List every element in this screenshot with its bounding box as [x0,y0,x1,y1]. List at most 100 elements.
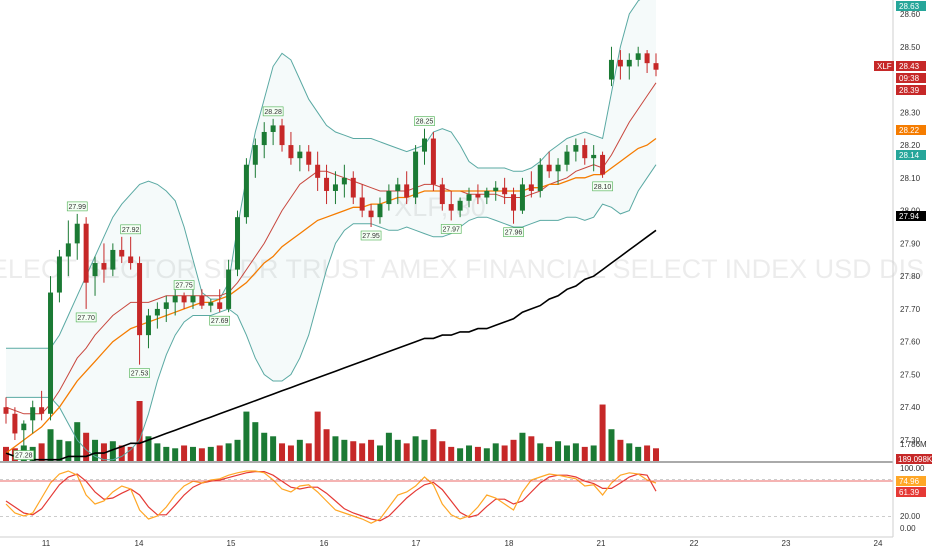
volume-bar [653,448,659,461]
price-annotation-label: 28.25 [416,119,434,126]
candle-body [288,145,294,159]
candle-body [119,249,125,257]
candle-body [226,269,232,309]
volume-bar [163,446,170,461]
volume-bar [234,439,241,461]
candle-body [493,187,499,191]
volume-bar [501,445,508,461]
volume-bar [261,432,268,461]
price-annotation-label: 27.28 [15,453,33,460]
price-annotation-label: 27.53 [131,371,149,378]
price-annotation-box [129,368,150,378]
candle-body [475,194,481,198]
candle-body [279,125,285,146]
candle-body [217,302,223,309]
candle-body [439,184,445,205]
price-badge [896,1,926,11]
bollinger-band-area [6,0,656,460]
candle-body [270,125,276,132]
candle-body [208,302,214,306]
candle-body [235,217,241,270]
candle-body [21,423,27,431]
price-annotation-box [120,224,141,235]
volume-bar [145,436,152,461]
candle-body [190,295,196,303]
volume-badge [896,454,932,464]
volume-bar [65,441,72,461]
indicator-lines [5,0,657,461]
volume-bar [510,439,517,461]
volume-bar [127,446,134,461]
price-tick-label: 27.30 [900,436,921,445]
candle-body [546,164,552,172]
candle-body [430,138,436,185]
volume-bar [136,401,143,461]
candle-body [74,223,80,244]
price-annotation-box [209,315,230,326]
volume-bar [430,429,437,461]
volume-bar [412,436,419,461]
volume-bar [38,443,45,461]
volume-bar [519,432,526,461]
stochastic-pane [0,470,893,524]
volume-bar [207,446,214,461]
time-tick-label: 22 [690,539,699,548]
volume-bar [572,443,579,461]
price-tick-label: 28.60 [900,10,921,19]
price-tick-label: 27.60 [900,338,921,347]
time-axis[interactable]: 11 14 15 16 17 18 21 22 23 24 [42,539,883,548]
stochastic-tick-label: 20.00 [900,512,921,521]
volume-bar [439,441,446,461]
price-annotation-label: 28.10 [594,184,612,191]
candle-body [644,53,650,64]
volume-bar [608,429,615,461]
watermark-name: SELECT SECTOR SPDR TRUST AMEX FINANCIAL … [0,254,924,284]
candle-body [635,53,641,60]
price-badge [896,73,926,83]
symbol-badge-label: XLF [877,62,892,71]
volume-bar [305,443,312,461]
price-annotation-box [414,116,435,126]
candle-body [582,145,588,159]
volume-bar [626,443,633,461]
candle-body [92,263,98,277]
price-annotation-box [173,280,195,290]
volume-bars [3,401,659,461]
time-tick-label: 17 [412,539,421,548]
volume-bar [332,436,339,461]
candle-body [519,184,525,211]
volume-bar [368,439,375,461]
price-annotation-label: 27.75 [175,283,193,290]
time-tick-label: 21 [597,539,606,548]
volume-bar [341,439,348,461]
volume-bar [83,432,90,461]
candle-body [261,131,267,146]
candlesticks[interactable] [3,46,659,447]
volume-bar [198,448,205,461]
price-badge [896,85,926,95]
candle-body [564,151,570,165]
volume-bar [546,446,553,461]
candle-body [359,197,365,211]
volume-bar [644,445,651,461]
price-badge-label: 27.94 [899,212,920,221]
stochastic-k-line [5,470,657,524]
price-tick-label: 27.80 [900,272,921,281]
volume-bar [359,443,366,461]
price-annotation-label: 27.96 [505,230,523,237]
bollinger-upper-line [6,0,641,349]
volume-bar [100,443,107,461]
bollinger-lower-line [6,164,657,461]
volume-bar [537,443,544,461]
volume-bar [555,441,562,461]
volume-badge-label: 189.098K [898,455,932,464]
price-badge-label: 09:38 [899,74,920,83]
volume-bar [154,443,161,461]
stochastic-d-line [5,471,657,522]
stochastic-badge-label: 74.96 [899,477,920,486]
bollinger-fill [6,0,656,460]
price-tick-label: 28.30 [900,108,921,117]
candle-body [350,177,356,198]
volume-bar [189,446,196,461]
